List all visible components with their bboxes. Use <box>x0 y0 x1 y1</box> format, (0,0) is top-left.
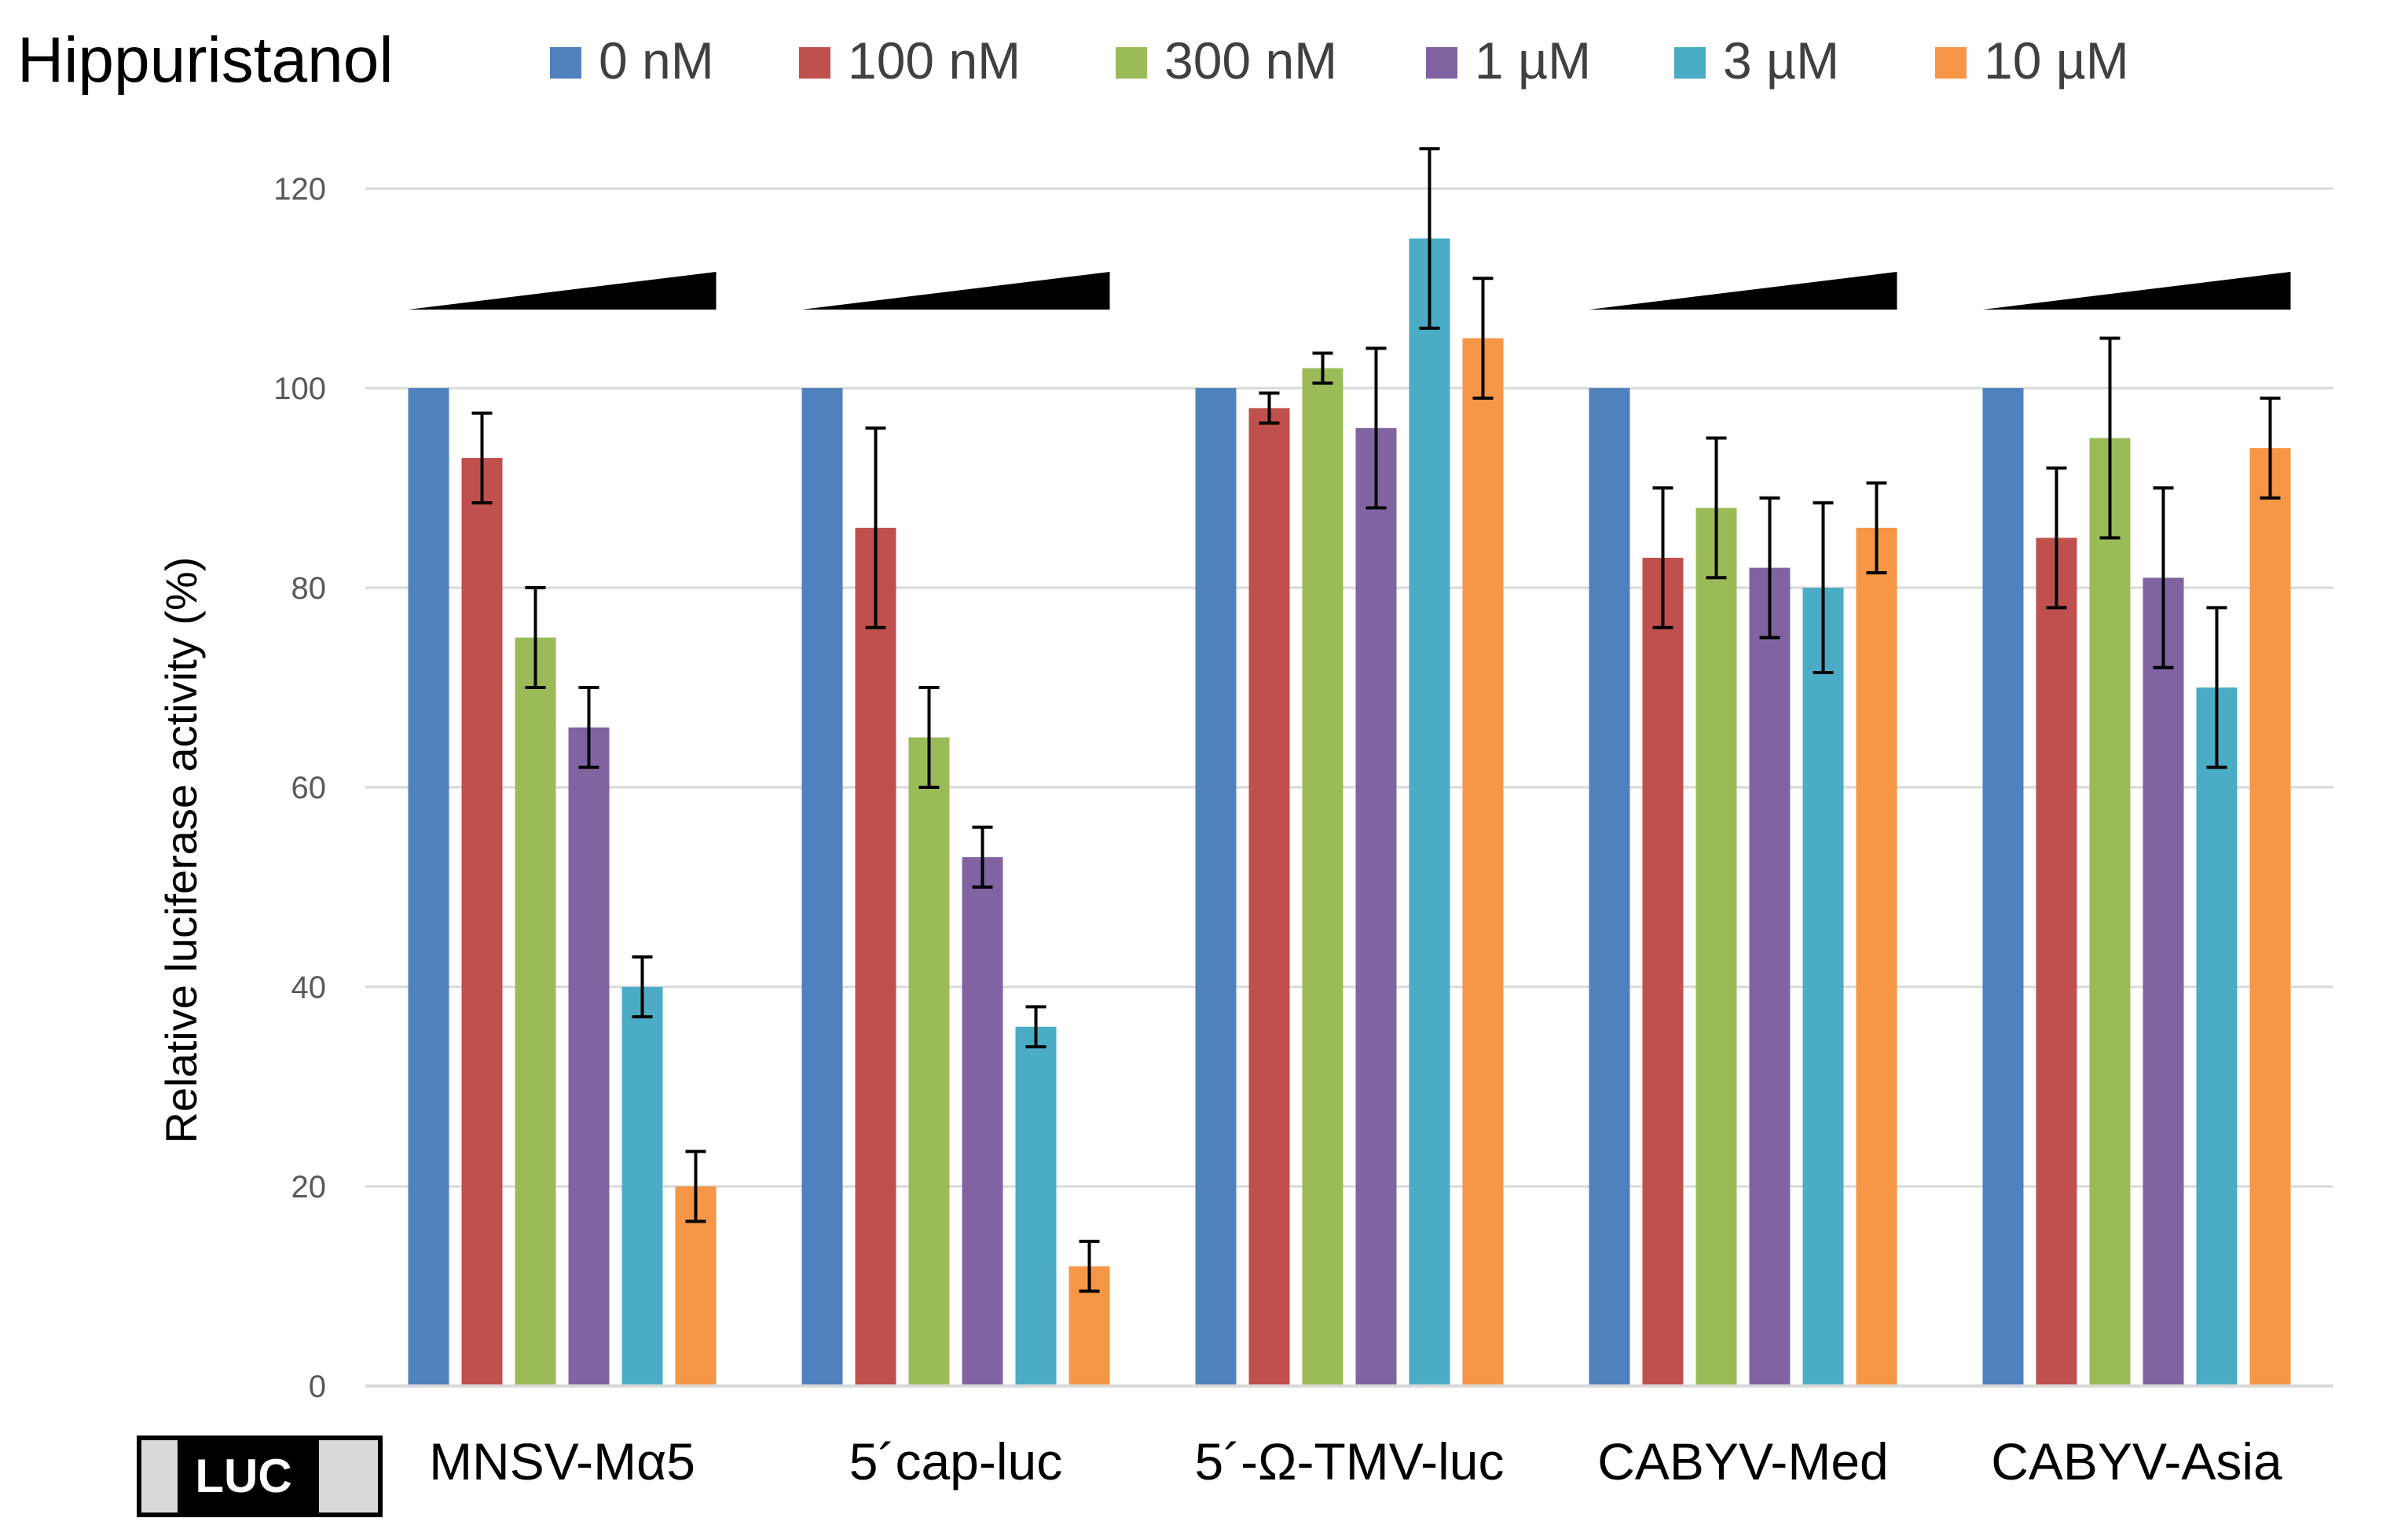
error-bar <box>1259 391 1280 425</box>
legend-swatch <box>550 47 581 79</box>
legend-label: 3 µM <box>1723 31 1839 90</box>
error-bar <box>1759 496 1780 640</box>
x-tick-label: CABYV-Asia <box>1991 1432 2282 1490</box>
y-axis-label: Relative luciferase activity (%) <box>156 557 206 1144</box>
bar <box>1409 238 1450 1386</box>
error-bar <box>685 1150 706 1223</box>
bar <box>962 856 1003 1386</box>
legend-label: 1 µM <box>1475 31 1591 90</box>
error-bar <box>972 825 993 889</box>
x-axis-labels: MNSV-Mα5 5´cap-luc 5´-Ω-TMV-luc CABYV-Med CA… <box>429 1432 2282 1490</box>
luc-construct-diagram: LUC <box>137 1436 383 1517</box>
legend-swatch <box>1674 47 1706 79</box>
bar <box>461 457 503 1386</box>
y-axis-ticks: 0 20 40 60 80 100 120 <box>273 172 326 1404</box>
error-bars <box>471 147 2281 1293</box>
bar <box>1589 388 1630 1386</box>
luc-construct-core <box>178 1440 319 1512</box>
y-tick-label: 40 <box>291 970 327 1005</box>
bar <box>1695 508 1737 1386</box>
error-bar <box>2260 396 2281 500</box>
error-bar <box>2206 606 2227 769</box>
chart-title: Hippuristanol <box>17 24 394 96</box>
bar <box>1749 567 1791 1386</box>
y-tick-label: 60 <box>291 771 327 805</box>
concentration-wedge <box>408 272 717 310</box>
error-bar <box>2046 466 2067 610</box>
bar <box>1355 427 1397 1386</box>
error-bar <box>1312 351 1333 385</box>
legend-swatch <box>1935 47 1967 79</box>
error-bar <box>1419 147 1440 330</box>
error-bar <box>471 411 493 505</box>
bar <box>801 388 843 1386</box>
error-bar <box>2153 486 2174 669</box>
y-tick-label: 100 <box>273 372 326 406</box>
bar <box>908 737 950 1386</box>
bar <box>1015 1026 1057 1386</box>
legend-swatch <box>799 47 830 79</box>
bar <box>2196 688 2238 1386</box>
legend-swatch <box>1426 47 1457 79</box>
error-bar <box>632 955 653 1019</box>
error-bar <box>1365 346 1387 510</box>
bar <box>1856 527 1897 1386</box>
concentration-wedge <box>1982 272 2291 310</box>
bar <box>1302 368 1343 1387</box>
luc-construct-label: LUC <box>195 1450 291 1502</box>
x-tick-label: MNSV-Mα5 <box>429 1432 695 1490</box>
x-tick-label: 5´cap-luc <box>849 1432 1062 1490</box>
error-bar <box>1025 1005 1047 1049</box>
error-bar <box>918 686 940 789</box>
error-bar <box>525 586 546 689</box>
error-bar <box>1706 436 1727 580</box>
error-bar <box>1813 501 1834 674</box>
concentration-wedge <box>1589 272 1897 310</box>
y-tick-label: 80 <box>291 571 327 606</box>
bar <box>2089 438 2131 1386</box>
bars <box>408 238 2291 1387</box>
concentration-wedge <box>801 272 1110 310</box>
x-tick-label: CABYV-Med <box>1597 1432 1888 1490</box>
error-bar <box>2099 336 2121 540</box>
error-bar <box>865 426 886 629</box>
bar <box>2249 448 2291 1387</box>
error-bar <box>578 686 599 769</box>
bar <box>568 727 610 1386</box>
error-bar <box>1866 481 1887 574</box>
bar <box>1642 557 1684 1386</box>
y-tick-label: 120 <box>273 172 326 207</box>
error-bar <box>1652 486 1673 629</box>
legend-label: 10 µM <box>1984 31 2129 90</box>
legend-label: 300 nM <box>1164 31 1337 90</box>
bar <box>1982 388 2024 1386</box>
bar <box>515 637 556 1386</box>
bar <box>1248 408 1290 1386</box>
bar <box>1462 338 1504 1386</box>
error-bar <box>1472 277 1494 400</box>
legend: 0 nM 100 nM 300 nM 1 µM 3 µM 10 µM <box>550 31 2129 90</box>
bar <box>408 388 449 1386</box>
error-bar <box>1079 1239 1100 1293</box>
x-tick-label: 5´-Ω-TMV-luc <box>1194 1432 1504 1490</box>
legend-label: 0 nM <box>599 31 714 90</box>
y-tick-label: 20 <box>291 1170 327 1204</box>
y-tick-label: 0 <box>309 1370 326 1404</box>
bar <box>2036 537 2077 1386</box>
bar <box>1802 588 1844 1386</box>
legend-swatch <box>1116 47 1147 79</box>
bar <box>621 987 663 1386</box>
bar <box>855 527 896 1386</box>
concentration-wedges <box>408 272 2291 310</box>
legend-label: 100 nM <box>848 31 1021 90</box>
bar <box>1195 388 1237 1386</box>
bar <box>2143 578 2184 1386</box>
